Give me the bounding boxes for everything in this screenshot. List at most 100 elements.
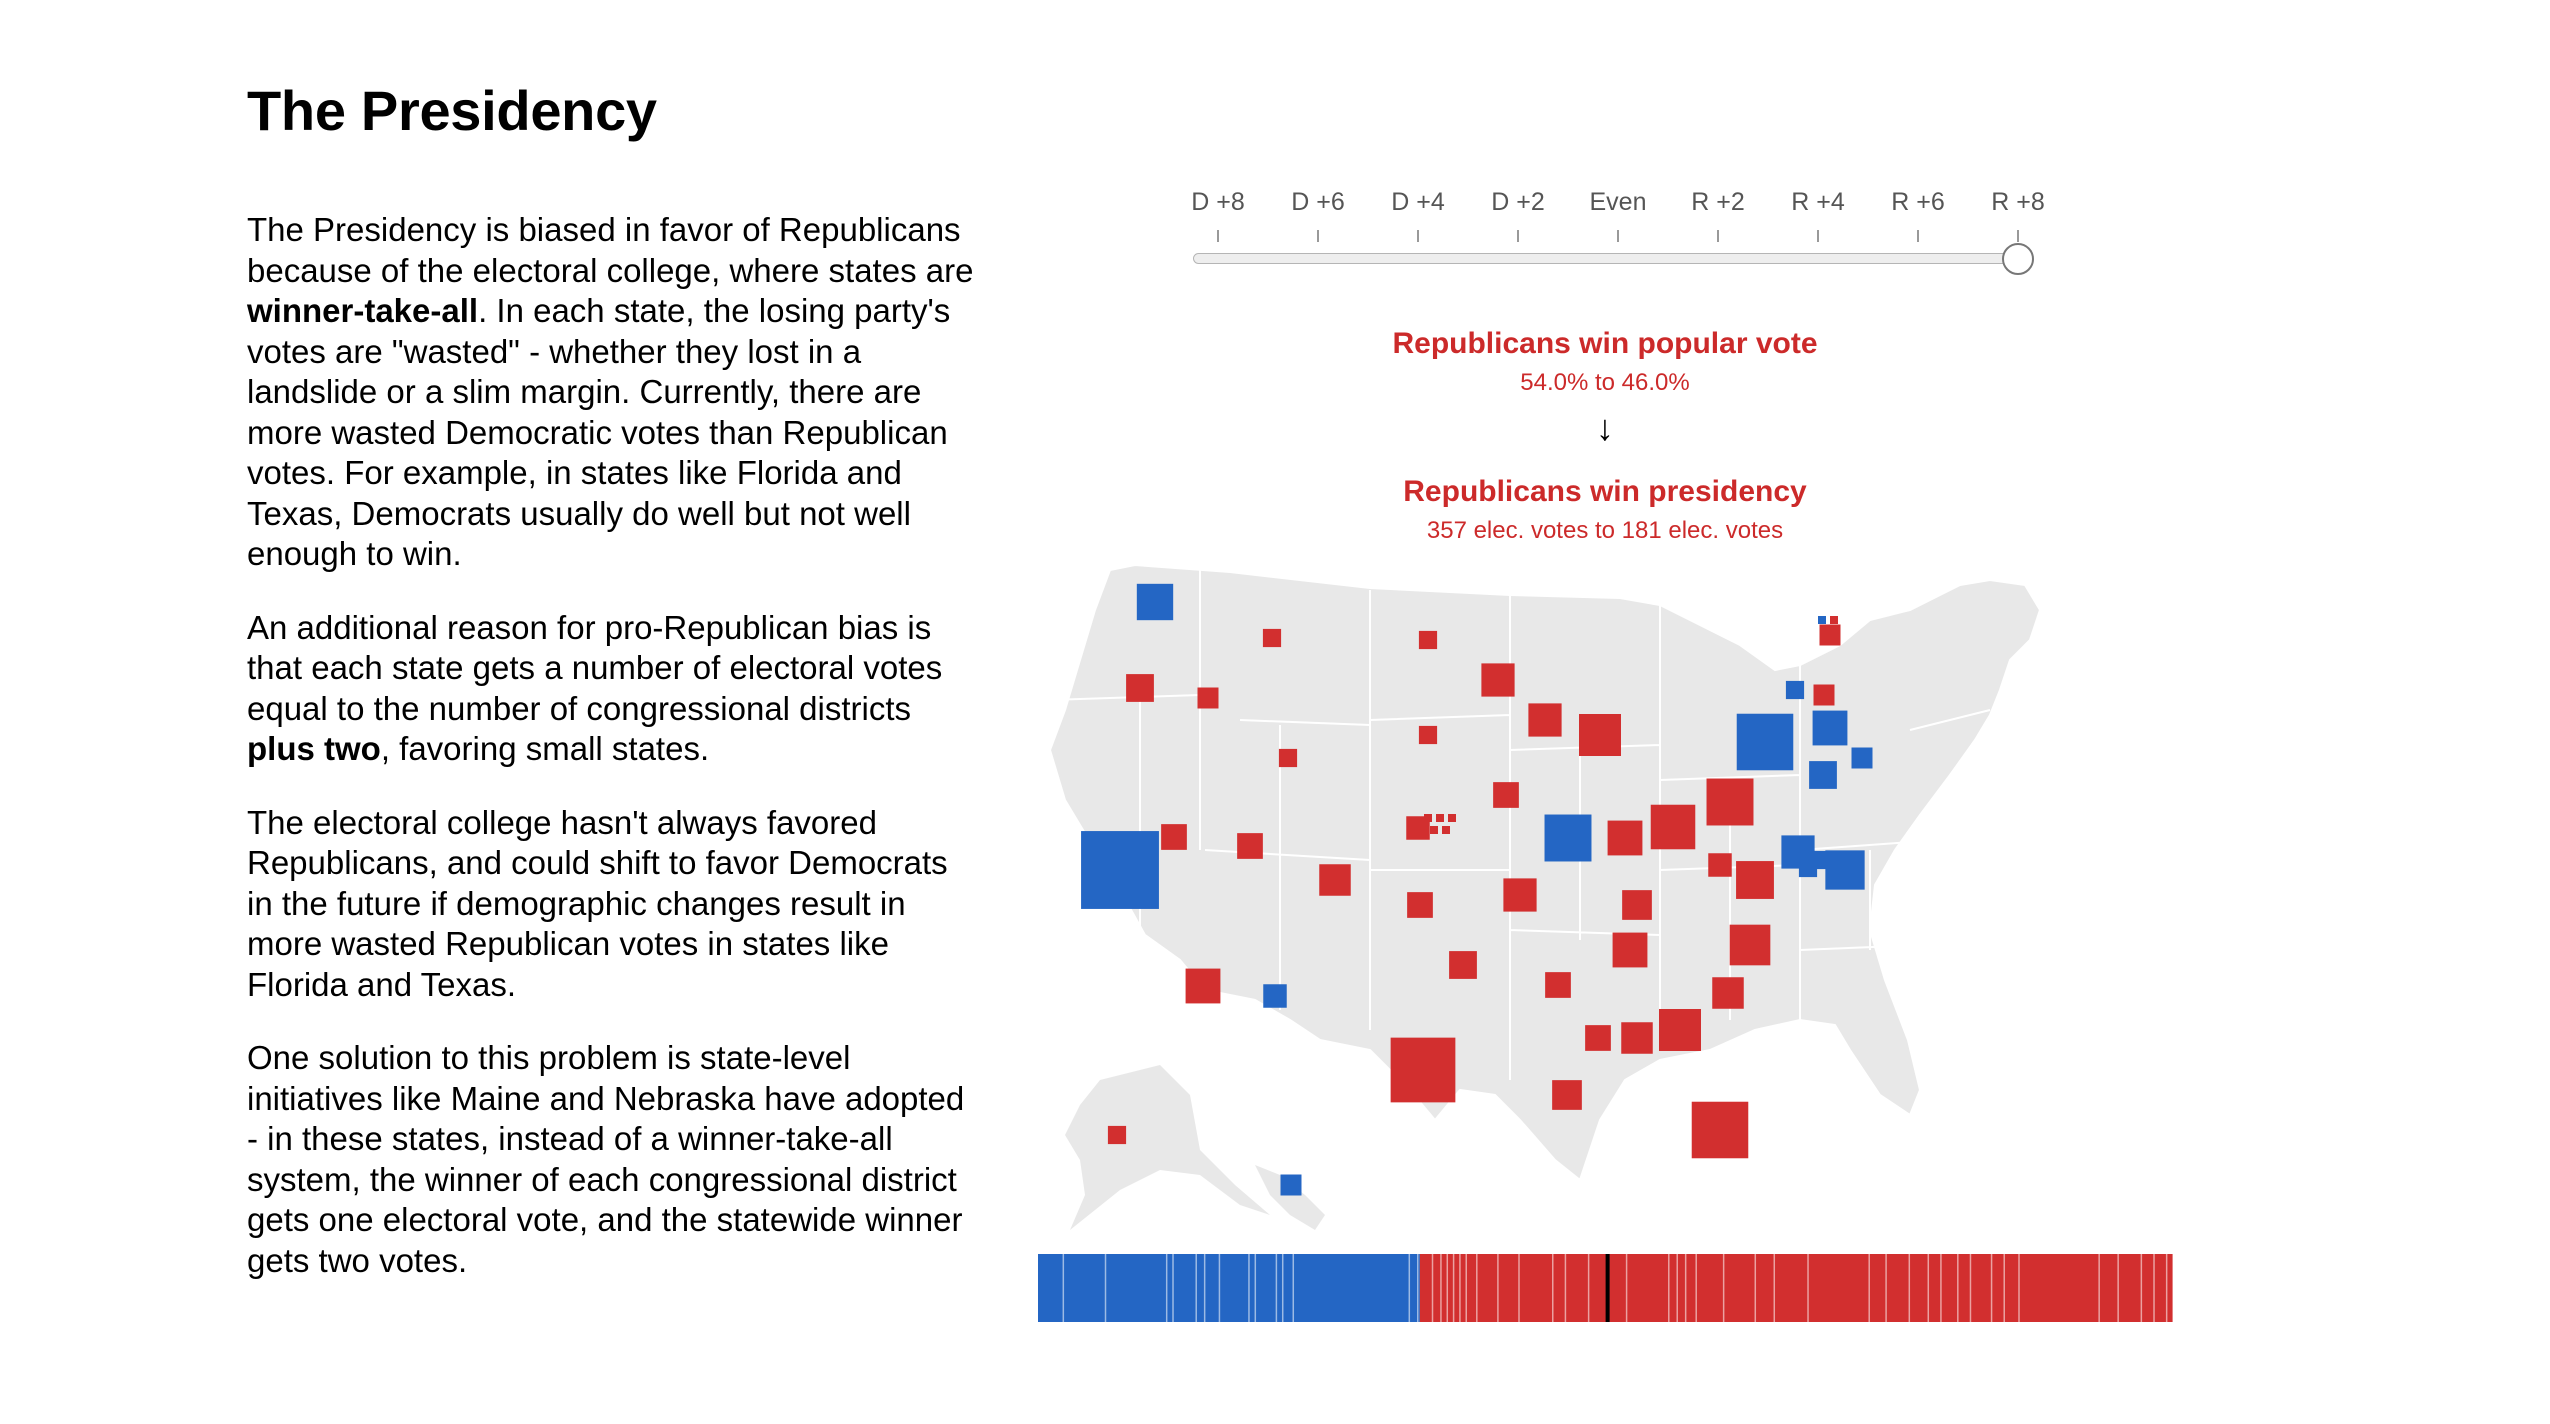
popular-vote-detail: 54.0% to 46.0% <box>1520 369 1690 396</box>
district-marker <box>1442 826 1450 834</box>
slider-tick-mark <box>1717 230 1719 242</box>
state-marker-mn <box>1481 663 1515 697</box>
presidency-result: Republicans win presidency 357 elec. vot… <box>1320 475 1890 545</box>
state-marker-al <box>1621 1022 1653 1054</box>
district-marker <box>1830 616 1838 624</box>
state-marker-ms <box>1585 1025 1611 1051</box>
state-marker-nd <box>1418 630 1438 650</box>
state-marker-me <box>1819 624 1841 646</box>
paragraph-solution: One solution to this problem is state-le… <box>247 1039 965 1279</box>
presidency-detail: 357 elec. votes to 181 elec. votes <box>1426 517 1784 544</box>
state-marker-ri <box>1851 747 1873 769</box>
slider-tick-label: R +8 <box>1991 188 2045 216</box>
state-marker-vt <box>1785 680 1805 700</box>
district-marker <box>1818 616 1826 624</box>
slider-handle[interactable] <box>2002 243 2034 275</box>
state-marker-ar <box>1545 972 1571 998</box>
state-marker-wa <box>1136 583 1174 621</box>
popular-vote-result: Republicans win popular vote 54.0% to 46… <box>1320 327 1890 397</box>
slider-tick-label: R +2 <box>1691 188 1745 216</box>
state-marker-mi <box>1579 714 1621 756</box>
slider-tick-mark <box>1317 230 1319 242</box>
popular-vote-headline: Republicans win popular vote <box>1392 327 1818 360</box>
electoral-vote-bar <box>1038 1254 2173 1322</box>
state-marker-sc <box>1712 977 1744 1009</box>
state-markers <box>1081 583 1873 1196</box>
state-marker-va <box>1736 861 1774 899</box>
state-marker-sd <box>1418 725 1438 745</box>
state-marker-wv <box>1708 853 1732 877</box>
state-marker-ga <box>1659 1009 1701 1051</box>
state-marker-ak <box>1107 1125 1127 1145</box>
republican-electoral-votes <box>1419 1254 2173 1322</box>
state-marker-la <box>1552 1080 1582 1110</box>
district-marker <box>1430 826 1438 834</box>
slider-track[interactable] <box>1193 253 2013 264</box>
state-marker-id <box>1197 687 1219 709</box>
district-marker <box>1424 814 1432 822</box>
slider-tick-mark <box>1517 230 1519 242</box>
state-marker-wi <box>1528 703 1562 737</box>
state-marker-tx <box>1390 1037 1456 1103</box>
slider-tick-mark <box>2017 230 2019 242</box>
state-marker-wy <box>1278 748 1298 768</box>
contiguous-us-shape <box>1048 563 2042 1182</box>
article-text: The Presidency is biased in favor of Rep… <box>247 210 977 1314</box>
paragraph-small-states: An additional reason for pro-Republican … <box>247 608 943 768</box>
slider-tick-label: R +6 <box>1891 188 1945 216</box>
slider-tick-label: R +4 <box>1791 188 1845 216</box>
slider-tick-mark <box>1817 230 1819 242</box>
state-marker-mo <box>1503 878 1537 912</box>
state-marker-mt <box>1262 628 1282 648</box>
state-marker-oh <box>1650 804 1696 850</box>
slider-tick-mark <box>1417 230 1419 242</box>
paragraph-shift: The electoral college hasn't always favo… <box>247 803 948 1003</box>
us-map-land <box>1048 563 2042 1230</box>
democratic-electoral-votes <box>1038 1254 1420 1322</box>
state-marker-ky <box>1622 890 1652 920</box>
state-marker-ny <box>1736 713 1794 771</box>
state-marker-ma <box>1812 710 1848 746</box>
state-marker-nm <box>1263 984 1287 1008</box>
state-marker-ne <box>1406 816 1430 840</box>
state-marker-ut <box>1237 833 1263 859</box>
alaska-shape <box>1065 1065 1270 1230</box>
state-marker-fl <box>1691 1101 1749 1159</box>
presidency-headline: Republicans win presidency <box>1403 475 1807 508</box>
slider-tick-label: D +8 <box>1191 188 1245 216</box>
state-marker-in <box>1607 820 1643 856</box>
state-marker-hi <box>1280 1174 1302 1196</box>
district-marker <box>1448 814 1456 822</box>
slider-tick-label: D +2 <box>1491 188 1545 216</box>
slider-tick-mark <box>1617 230 1619 242</box>
state-marker-nv <box>1161 824 1187 850</box>
state-marker-ia <box>1493 782 1519 808</box>
slider-tick-label: D +6 <box>1291 188 1345 216</box>
page-title: The Presidency <box>247 79 657 142</box>
state-marker-tn <box>1612 932 1648 968</box>
state-marker-dc <box>1798 858 1818 878</box>
paragraph-electoral-college: The Presidency is biased in favor of Rep… <box>247 211 974 572</box>
electoral-vote-segments <box>1038 1254 2173 1322</box>
us-electoral-map <box>1048 563 2042 1230</box>
state-marker-nj <box>1825 850 1865 890</box>
state-marker-co <box>1319 864 1351 896</box>
district-marker <box>1436 814 1444 822</box>
state-marker-or <box>1126 674 1154 702</box>
slider-tick-label: Even <box>1589 188 1647 216</box>
state-marker-ca <box>1081 831 1159 909</box>
state-marker-nc <box>1729 924 1771 966</box>
state-marker-il <box>1544 814 1592 862</box>
margin-slider[interactable]: D +8 D +6 D +4 D +2 Even R +2 R +4 R +6 R +8 <box>1180 188 2045 278</box>
slider-tick-mark <box>1217 230 1219 242</box>
state-marker-ct <box>1809 761 1837 789</box>
state-marker-nh <box>1813 684 1835 706</box>
state-marker-az <box>1185 968 1221 1004</box>
state-marker-ks <box>1407 892 1433 918</box>
hawaii-shape <box>1255 1165 1325 1230</box>
arrow-down-icon: ↓ <box>1596 407 1614 448</box>
slider-tick-mark <box>1917 230 1919 242</box>
state-marker-ok <box>1449 951 1477 979</box>
slider-tick-label: D +4 <box>1391 188 1445 216</box>
state-marker-pa <box>1706 778 1754 826</box>
